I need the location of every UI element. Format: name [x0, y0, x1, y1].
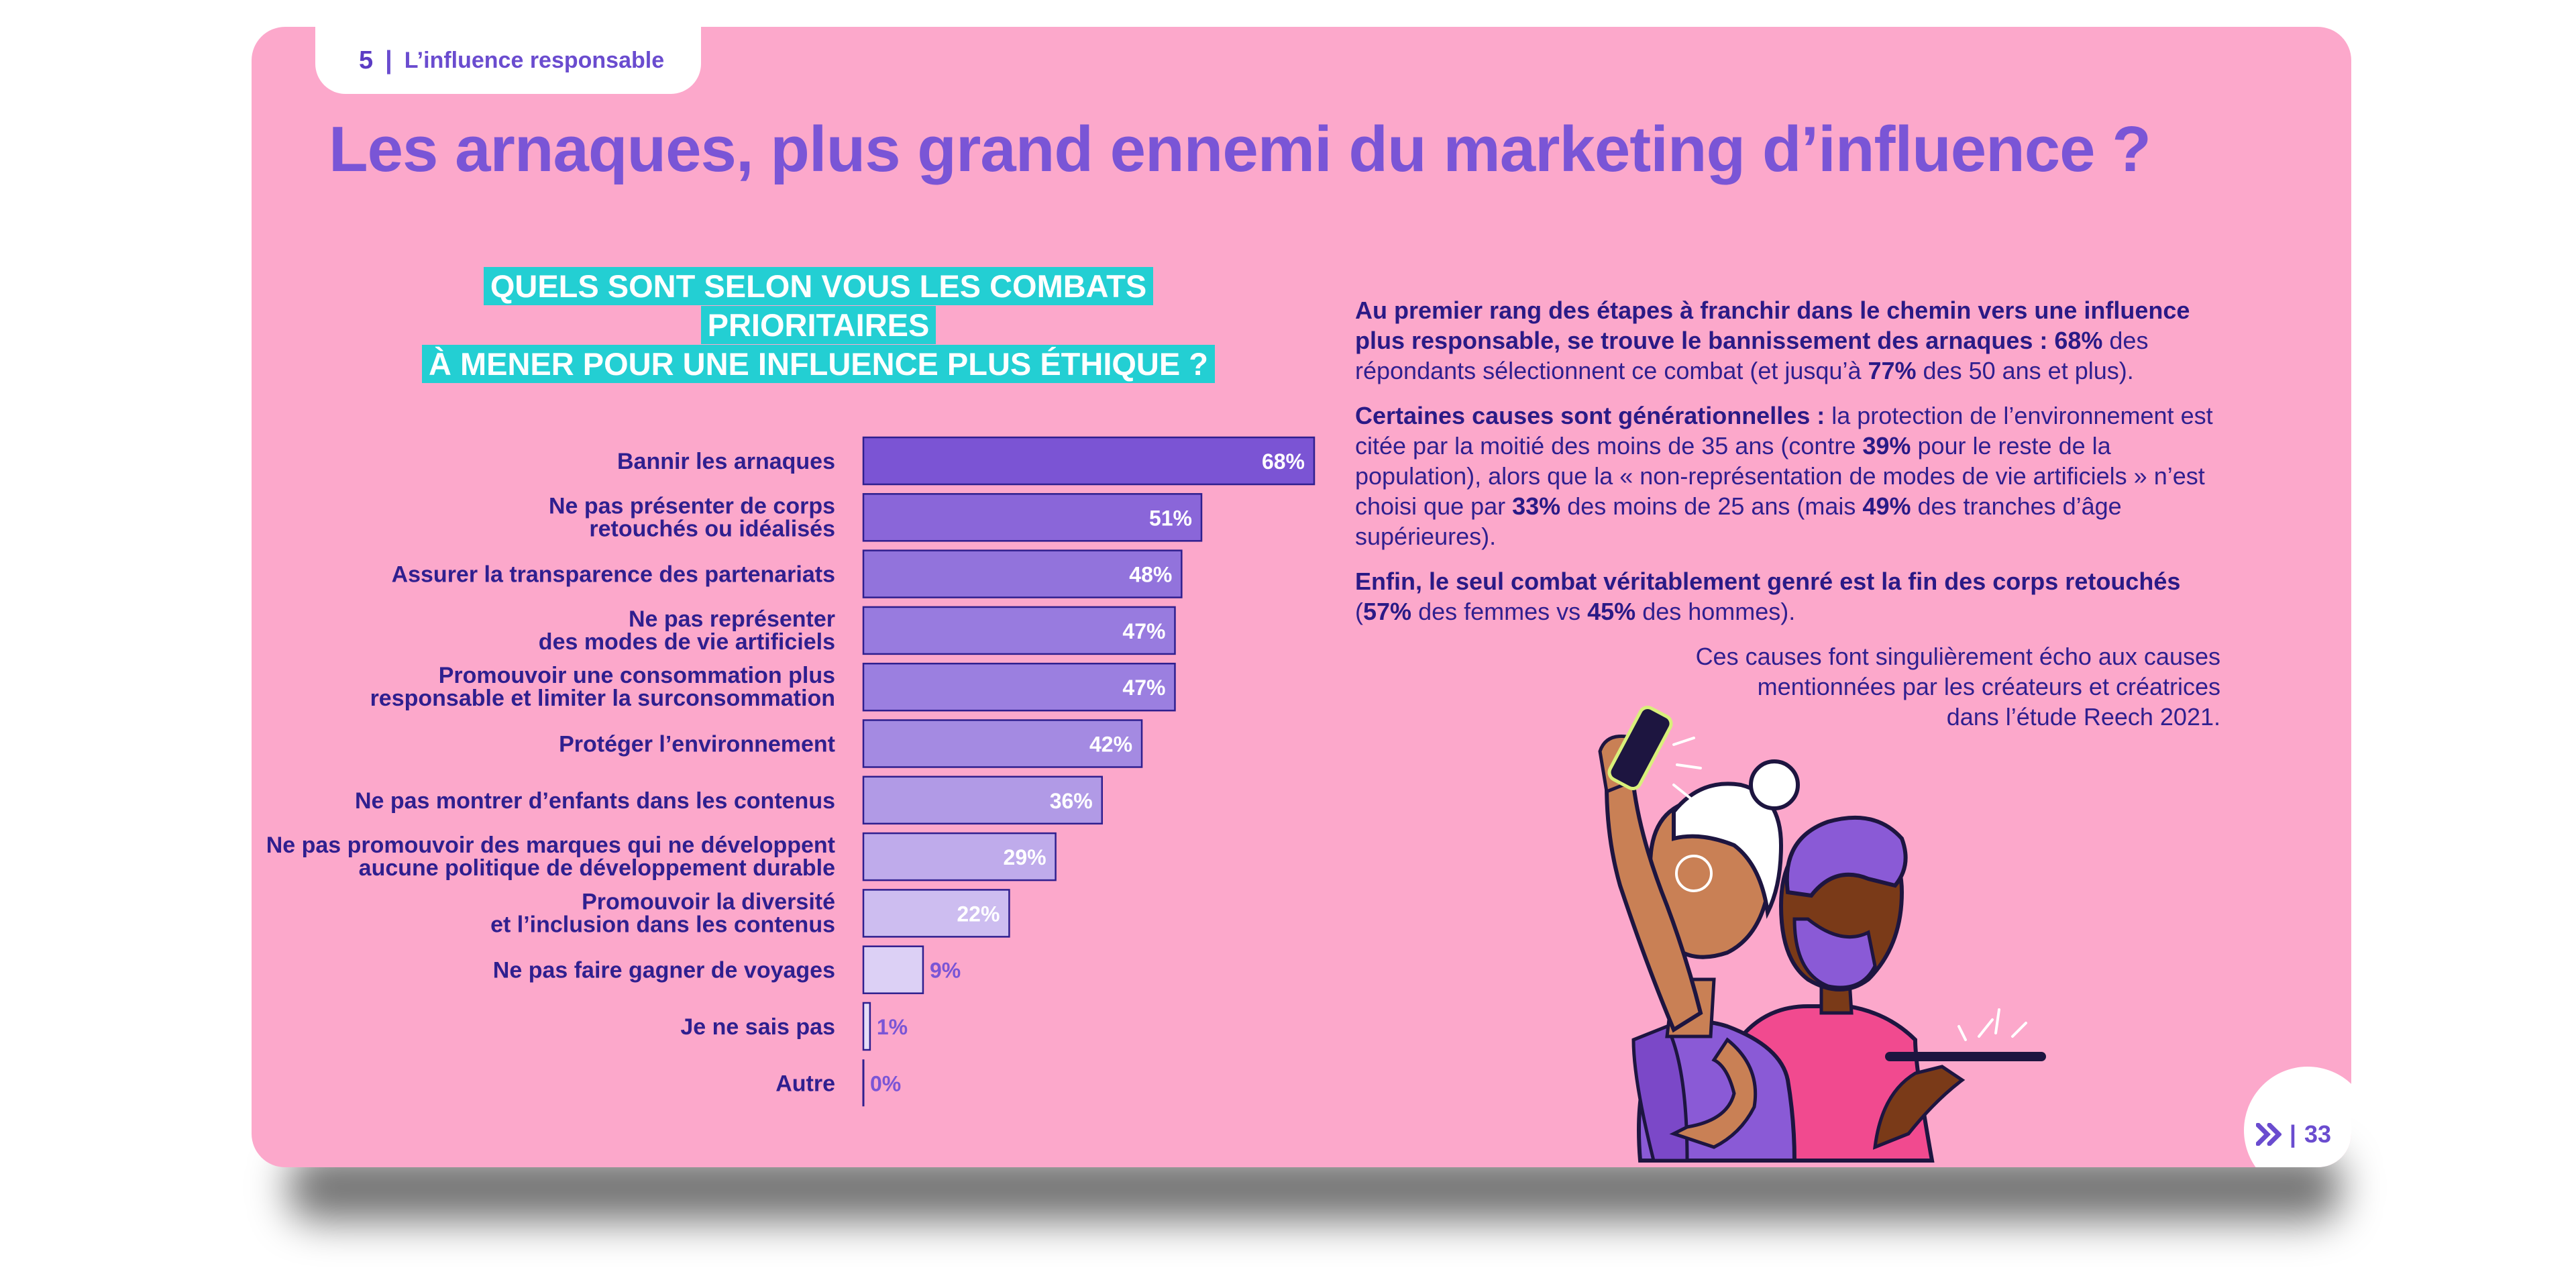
- category-label-4-line-1: responsable et limiter la surconsommatio…: [370, 686, 835, 711]
- paragraph-1-part-3: pour le reste de la population), alors q…: [1355, 432, 2205, 520]
- category-label-10-line-0: Je ne sais pas: [680, 1014, 835, 1040]
- footer-separator: |: [2289, 1120, 2296, 1148]
- section-title: L’influence responsable: [404, 47, 665, 73]
- paragraph-2-part-5: des hommes).: [1635, 598, 1796, 625]
- bar-value-2: 48%: [1129, 563, 1172, 587]
- sparkle-lines-right: [1957, 1008, 2027, 1041]
- category-label-4-line-0: Promouvoir une consommation plus: [439, 663, 835, 688]
- slide-card: 5 | L’influence responsable Les arnaques…: [252, 27, 2351, 1167]
- people-illustration: [1598, 706, 2046, 1163]
- paragraph-2-part-2: 57%: [1363, 598, 1412, 625]
- category-label-2-line-0: Assurer la transparence des partenariats: [392, 562, 835, 588]
- paragraph-1-part-2: 39%: [1862, 432, 1911, 460]
- category-label-5-line-0: Protéger l’environnement: [559, 732, 835, 757]
- category-label-3: Ne pas représenter des modes de vie artif…: [539, 606, 835, 655]
- category-label-11: Autre: [775, 1071, 835, 1096]
- bar-value-8: 22%: [957, 902, 1000, 926]
- paragraph-gender: Enfin, le seul combat véritablement genr…: [1355, 566, 2220, 627]
- category-label-0-line-0: Bannir les arnaques: [617, 449, 835, 474]
- bar-value-10: 1%: [877, 1015, 908, 1039]
- bar-value-7: 29%: [1004, 845, 1046, 869]
- category-label-6: Ne pas montrer d’enfants dans les conten…: [355, 788, 835, 814]
- bar-value-1: 51%: [1149, 506, 1192, 530]
- category-label-2: Assurer la transparence des partenariats: [392, 562, 835, 588]
- paragraph-1-part-4: 33%: [1512, 492, 1561, 520]
- category-label-3-line-0: Ne pas représenter: [629, 606, 835, 632]
- paragraph-2-part-3: des femmes vs: [1411, 598, 1588, 625]
- paragraph-0-part-3: 77%: [1868, 357, 1917, 384]
- bar-0: [862, 436, 1316, 486]
- category-label-11-line-0: Autre: [775, 1071, 835, 1096]
- commentary: Au premier rang des étapes à franchir da…: [1355, 295, 2220, 747]
- paragraph-1-part-6: 49%: [1862, 492, 1911, 520]
- bar-10: [862, 1002, 871, 1051]
- paragraph-2-part-4: 45%: [1587, 598, 1636, 625]
- bar-3: [862, 606, 1176, 655]
- category-label-5: Protéger l’environnement: [559, 732, 835, 757]
- bar-7: [862, 832, 1057, 881]
- credit-line-1: Ces causes font singulièrement écho aux …: [1695, 643, 2220, 670]
- bar-1: [862, 493, 1203, 542]
- page-title: Les arnaques, plus grand ennemi du marke…: [329, 113, 2151, 185]
- paragraph-1-part-0: Certaines causes sont générationnelles :: [1355, 402, 1825, 429]
- category-label-8: Promouvoir la diversité et l’inclusion da…: [490, 889, 835, 937]
- bar-value-4: 47%: [1122, 676, 1165, 700]
- paragraph-0-part-4: des 50 ans et plus).: [1916, 357, 2134, 384]
- bar-8: [862, 889, 1010, 938]
- paragraph-2-part-1: (: [1355, 598, 1363, 625]
- category-label-1: Ne pas présenter de corps retouchés ou id…: [549, 493, 835, 541]
- section-number: 5: [359, 46, 374, 74]
- paragraph-1-part-5: des moins de 25 ans (mais: [1560, 492, 1863, 520]
- page-number: 33: [2304, 1120, 2331, 1148]
- bar-value-0: 68%: [1262, 449, 1305, 474]
- paragraph-2-part-0: Enfin, le seul combat véritablement genr…: [1355, 568, 2181, 595]
- category-label-9-line-0: Ne pas faire gagner de voyages: [493, 958, 835, 983]
- section-separator: |: [385, 46, 392, 74]
- bar-9: [862, 945, 924, 994]
- paragraph-0-part-1: %: [2081, 327, 2103, 354]
- category-label-7-line-0: Ne pas promouvoir des marques qui ne dév…: [266, 833, 835, 858]
- woman-figure: [1598, 706, 1800, 1163]
- page-number-block: | 33: [2255, 1120, 2331, 1148]
- bar-value-11: 0%: [870, 1071, 901, 1095]
- category-label-8-line-0: Promouvoir la diversité: [582, 889, 835, 914]
- sparkle-lines-left: [1672, 737, 1702, 800]
- credit-line-2: mentionnées par les créateurs et créatri…: [1757, 673, 2220, 700]
- category-label-7: Ne pas promouvoir des marques qui ne dév…: [266, 833, 835, 881]
- bar-value-3: 47%: [1122, 619, 1165, 643]
- category-label-7-line-1: aucune politique de développement durabl…: [359, 855, 835, 881]
- category-label-3-line-1: des modes de vie artificiels: [539, 629, 835, 655]
- bar-6: [862, 775, 1104, 825]
- category-label-9: Ne pas faire gagner de voyages: [493, 958, 835, 983]
- paragraph-generational: Certaines causes sont générationnelles :…: [1355, 400, 2220, 551]
- paragraph-1-part-1: la protection de l’environnement est cit…: [1355, 402, 2213, 460]
- bar-5: [862, 719, 1143, 768]
- bar-value-5: 42%: [1089, 733, 1132, 757]
- paragraph-arnaques: Au premier rang des étapes à franchir da…: [1355, 295, 2220, 386]
- bar-4: [862, 662, 1176, 712]
- category-label-1-line-1: retouchés ou idéalisés: [589, 516, 835, 541]
- category-label-6-line-0: Ne pas montrer d’enfants dans les conten…: [355, 788, 835, 814]
- bar-value-9: 9%: [930, 959, 961, 983]
- category-label-10: Je ne sais pas: [680, 1014, 835, 1040]
- category-label-4: Promouvoir une consommation plus responsa…: [370, 663, 835, 711]
- paragraph-1-part-7: des tranches d’âge supérieures).: [1355, 492, 2122, 550]
- chart-question: QUELS SONT SELON VOUS LES COMBATS PRIORI…: [396, 267, 1241, 384]
- credit-line-3: dans l’étude Reech 2021.: [1946, 703, 2220, 731]
- page-badge: [2244, 1067, 2351, 1167]
- bar-value-6: 36%: [1050, 789, 1093, 813]
- bar-chart: 68% Bannir les arnaques 51% Ne pas présente…: [266, 436, 1316, 1107]
- paragraph-0-part-0: Au premier rang des étapes à franchir da…: [1355, 297, 2190, 354]
- section-tab: 5 | L’influence responsable: [315, 27, 701, 94]
- bar-2: [862, 549, 1183, 598]
- question-line-2: À MENER POUR UNE INFLUENCE PLUS ÉTHIQUE …: [421, 345, 1215, 383]
- reech-x-logo-icon: [2255, 1123, 2282, 1146]
- category-label-1-line-0: Ne pas présenter de corps: [549, 493, 835, 519]
- category-label-8-line-1: et l’inclusion dans les contenus: [490, 912, 835, 937]
- credit-note: Ces causes font singulièrement écho aux …: [1355, 641, 2220, 732]
- category-label-0: Bannir les arnaques: [617, 449, 835, 474]
- paragraph-0-part-2: des répondants sélectionnent ce combat (…: [1355, 327, 2149, 384]
